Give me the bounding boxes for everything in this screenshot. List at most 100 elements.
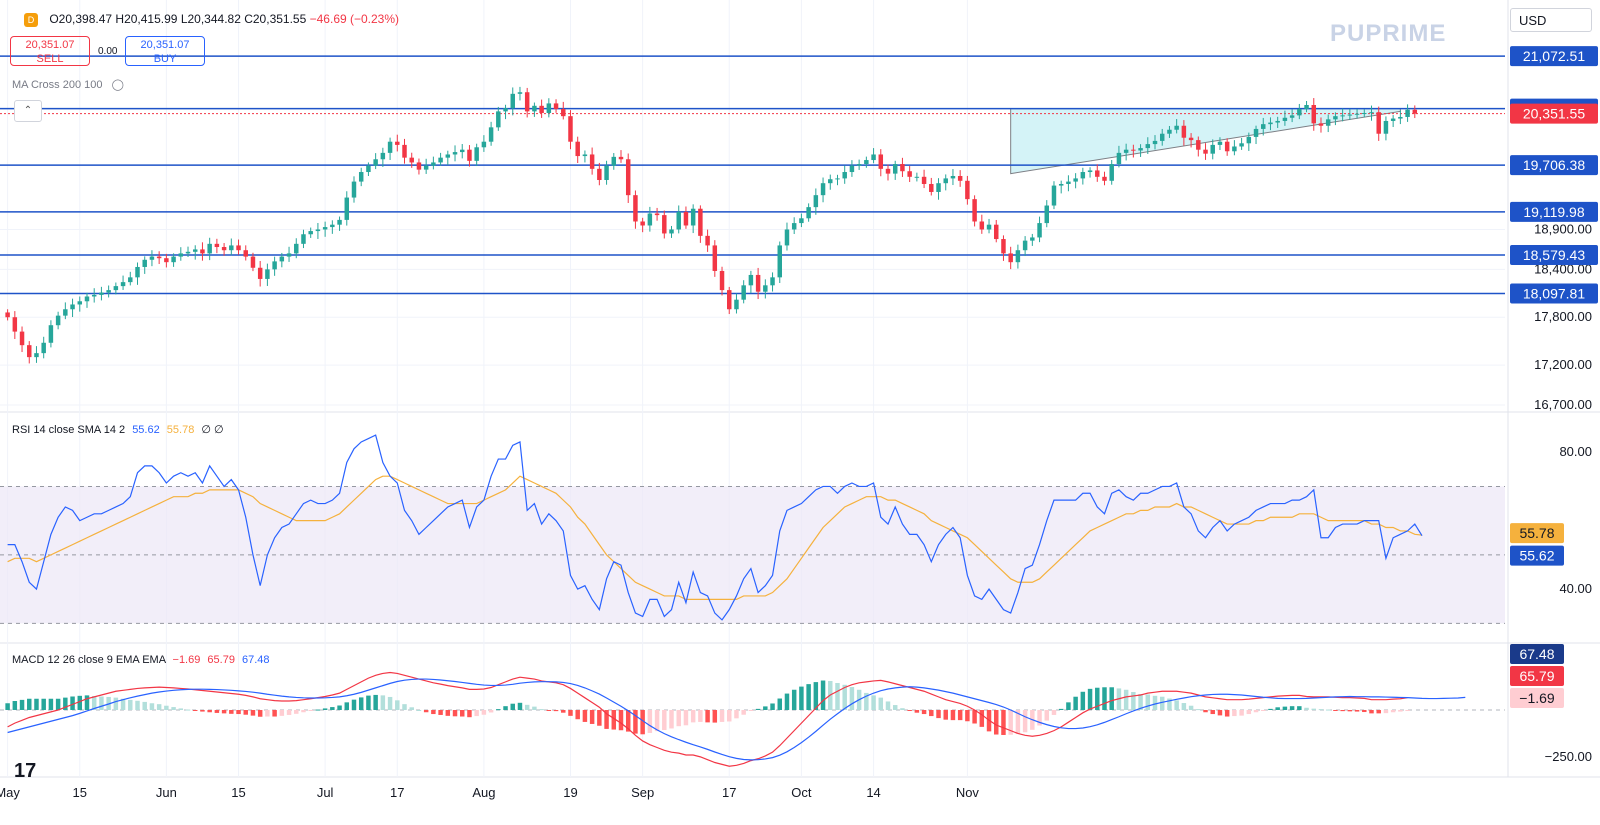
candle-body — [539, 105, 544, 113]
macd-signal-tag — [1510, 644, 1564, 664]
macd-histogram-bar — [1022, 710, 1028, 733]
macd-histogram-bar — [366, 695, 371, 710]
candle-body — [1390, 118, 1396, 121]
candle-body — [272, 261, 277, 270]
candle-body — [1087, 170, 1093, 173]
macd-histogram-bar — [142, 701, 147, 710]
candle-body — [358, 172, 364, 182]
candle-body — [192, 249, 198, 252]
candle-body — [279, 256, 285, 262]
candle-body — [1325, 119, 1331, 126]
candle-body — [330, 224, 335, 228]
macd-histogram-bar — [1080, 691, 1086, 710]
buy-button[interactable]: 20,351.07 BUY — [125, 36, 205, 66]
candle-body — [445, 154, 451, 158]
rsi-y-tick: 80.00 — [1559, 444, 1592, 459]
macd-histogram-bar — [156, 704, 162, 710]
macd-histogram-bar — [1333, 710, 1338, 711]
macd-histogram-bar — [1232, 710, 1237, 717]
macd-line-value: 65.79 — [207, 654, 235, 666]
last-price-label: 20,351.55 — [1523, 106, 1585, 122]
candle-body — [914, 176, 920, 178]
macd-histogram-bar — [257, 710, 263, 717]
macd-histogram-bar — [1044, 710, 1049, 721]
candle-body — [1311, 105, 1317, 124]
candle-body — [727, 290, 732, 310]
macd-histogram-bar — [950, 710, 956, 721]
macd-histogram-bar — [1405, 710, 1410, 711]
macd-histogram-bar — [496, 709, 501, 711]
macd-histogram-bar — [149, 703, 155, 710]
macd-histogram-bar — [185, 709, 191, 711]
macd-histogram-bar — [864, 692, 869, 710]
macd-histogram-bar — [669, 710, 674, 729]
ma-cross-label[interactable]: MA Cross 200 100 ◯ — [12, 79, 124, 91]
candle-body — [1354, 113, 1360, 115]
macd-histogram-bar — [395, 700, 400, 710]
candle-body — [337, 219, 342, 225]
sell-button[interactable]: 20,351.07 SELL — [10, 36, 90, 66]
macd-histogram-bar — [799, 686, 804, 710]
macd-signal-value: 67.48 — [242, 654, 270, 666]
rsi-sma-tag-label: 55.78 — [1519, 525, 1554, 541]
macd-histogram-bar — [91, 696, 97, 710]
candle-body — [185, 251, 191, 254]
macd-histogram-bar — [207, 710, 212, 713]
macd-histogram-bar — [1087, 688, 1093, 710]
macd-histogram-bar — [1304, 707, 1309, 710]
x-tick-label: Aug — [472, 785, 495, 800]
macd-histogram-bar — [409, 707, 414, 710]
macd-histogram-bar — [236, 710, 241, 715]
price-level-label: 19,119.98 — [1523, 204, 1584, 220]
macd-histogram-bar — [820, 680, 826, 710]
macd-histogram-bar — [936, 710, 941, 719]
macd-histogram-bar — [1123, 689, 1129, 710]
rsi-sma-tag — [1510, 523, 1564, 544]
candle-body — [791, 223, 797, 230]
macd-histogram-bar — [128, 699, 133, 710]
macd-histogram-bar — [1253, 710, 1259, 713]
candle-body — [611, 156, 617, 166]
macd-histogram-bar — [1340, 710, 1345, 712]
candle-body — [178, 253, 184, 257]
macd-histogram-bar — [1347, 710, 1353, 712]
macd-histogram-bar — [1051, 710, 1057, 715]
rsi-tag — [1510, 545, 1564, 566]
y-tick-label: 18,400.00 — [1534, 261, 1592, 276]
macd-histogram-bar — [770, 703, 775, 710]
rsi-legend[interactable]: RSI 14 close SMA 14 2 55.62 55.78 ∅ ∅ — [12, 423, 224, 436]
macd-histogram-bar — [532, 706, 537, 710]
macd-histogram-bar — [517, 702, 523, 710]
macd-hist-value: −1.69 — [172, 654, 201, 666]
macd-histogram-bar — [1369, 710, 1374, 714]
candle-body — [373, 159, 378, 166]
eye-hidden-icon[interactable]: ◯ — [111, 79, 124, 91]
y-tick-label: 17,800.00 — [1534, 309, 1592, 324]
candle-body — [1383, 120, 1389, 134]
candle-body — [986, 224, 992, 230]
candle-body — [1037, 223, 1042, 238]
interval-badge[interactable]: D — [24, 12, 38, 27]
macd-histogram-bar — [1066, 702, 1071, 710]
macd-histogram-bar — [835, 683, 840, 710]
candle-body — [524, 92, 530, 112]
candle-body — [41, 342, 46, 354]
candle-body — [257, 267, 263, 279]
macd-histogram-bar — [907, 710, 912, 711]
macd-histogram-bar — [445, 710, 451, 716]
collapse-chevron-icon[interactable]: ⌃ — [14, 100, 42, 122]
price-level-label: 19,706.38 — [1523, 157, 1585, 173]
rsi-label: RSI 14 close SMA 14 2 — [12, 424, 126, 436]
candle-body — [690, 208, 696, 226]
currency-select[interactable]: USD — [1510, 8, 1592, 32]
macd-histogram-bar — [777, 698, 782, 710]
candle-body — [1268, 122, 1273, 125]
x-tick-label: Sep — [631, 785, 654, 800]
macd-histogram-bar — [748, 710, 754, 711]
macd-histogram-bar — [1145, 694, 1151, 710]
rsi-y-tick: 40.00 — [1559, 581, 1592, 596]
macd-histogram-bar — [474, 710, 479, 717]
macd-legend[interactable]: MACD 12 26 close 9 EMA EMA −1.69 65.79 6… — [12, 654, 270, 666]
macd-histogram-bar — [892, 705, 898, 710]
